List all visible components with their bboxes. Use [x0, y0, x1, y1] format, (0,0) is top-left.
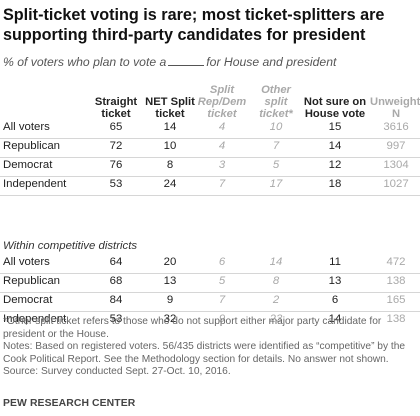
cell-net-split: 8: [166, 159, 174, 171]
cell-not-sure: 14: [328, 140, 342, 152]
cell-other-split: 2: [272, 294, 280, 306]
column-header-not-sure: Not sure on House vote: [303, 96, 367, 120]
notes: *Other split ticket refers to those who …: [3, 316, 417, 379]
cell-not-sure: 18: [328, 178, 342, 190]
cell-straight: 68: [109, 275, 123, 287]
subtitle-suffix: for House and president: [206, 55, 337, 69]
cell-other-split: 7: [272, 140, 280, 152]
cell-rep-dem: 5: [218, 275, 226, 287]
row-label: Democrat: [3, 294, 53, 306]
cell-net-split: 32: [163, 313, 177, 325]
cell-unweighted: 138: [386, 275, 406, 287]
chart-title: Split-ticket voting is rare; most ticket…: [3, 6, 385, 44]
notes-text: Notes: Based on registered voters. 56/43…: [3, 341, 406, 365]
chart-subtitle: % of voters who plan to vote a for House …: [3, 55, 417, 69]
cell-rep-dem: 9: [218, 313, 226, 325]
cell-unweighted: 1304: [383, 159, 409, 171]
column-header-rep-dem: Split Rep/Dem ticket: [197, 84, 247, 120]
column-header-other-split: Other split ticket*: [259, 84, 293, 120]
row-label: Republican: [3, 140, 60, 152]
row-label: Republican: [3, 275, 60, 287]
cell-rep-dem: 6: [218, 256, 226, 268]
cell-net-split: 10: [163, 140, 177, 152]
cell-rep-dem: 4: [218, 140, 226, 152]
cell-not-sure: 15: [328, 121, 342, 133]
cell-not-sure: 13: [328, 275, 342, 287]
cell-other-split: 8: [272, 275, 280, 287]
cell-rep-dem: 4: [218, 121, 226, 133]
cell-unweighted: 997: [386, 140, 406, 152]
cell-other-split: 10: [269, 121, 283, 133]
cell-straight: 84: [109, 294, 123, 306]
cell-unweighted: 165: [386, 294, 406, 306]
source-text: Source: Survey conducted Sept. 27-Oct. 1…: [3, 366, 231, 378]
row-divider: [0, 292, 420, 293]
cell-rep-dem: 3: [218, 159, 226, 171]
cell-unweighted: 472: [386, 256, 406, 268]
row-divider: [0, 176, 420, 177]
row-divider: [0, 157, 420, 158]
cell-not-sure: 12: [328, 159, 342, 171]
column-header-net-split: NET Split ticket: [145, 96, 195, 120]
cell-straight: 72: [109, 140, 123, 152]
subtitle-prefix: % of voters who plan to vote a: [3, 55, 167, 69]
cell-not-sure: 6: [331, 294, 339, 306]
cell-straight: 53: [109, 313, 123, 325]
row-divider: [0, 195, 420, 196]
cell-unweighted: 3616: [383, 121, 409, 133]
cell-straight: 65: [109, 121, 123, 133]
cell-straight: 53: [109, 178, 123, 190]
cell-not-sure: 14: [328, 313, 342, 325]
row-divider: [0, 138, 420, 139]
column-header-unweighted: Unweighted N: [370, 96, 420, 120]
row-divider: [0, 311, 420, 312]
cell-unweighted: 138: [386, 313, 406, 325]
cell-other-split: 23: [269, 313, 283, 325]
cell-net-split: 9: [166, 294, 174, 306]
brand-label: PEW RESEARCH CENTER: [3, 398, 136, 409]
cell-net-split: 20: [163, 256, 177, 268]
cell-other-split: 14: [269, 256, 283, 268]
row-label: All voters: [3, 256, 50, 268]
row-label: Independent: [3, 313, 67, 325]
row-label: Democrat: [3, 159, 53, 171]
column-header-straight: Straight ticket: [94, 96, 138, 120]
cell-rep-dem: 7: [218, 294, 226, 306]
cell-net-split: 24: [163, 178, 177, 190]
row-label: All voters: [3, 121, 50, 133]
cell-net-split: 13: [163, 275, 177, 287]
footnote: *Other split ticket refers to those who …: [3, 316, 382, 340]
cell-not-sure: 11: [329, 256, 341, 268]
cell-other-split: 17: [269, 178, 283, 190]
row-label: Independent: [3, 178, 67, 190]
section-label: Within competitive districts: [3, 240, 138, 252]
cell-net-split: 14: [163, 121, 177, 133]
cell-other-split: 5: [272, 159, 280, 171]
cell-straight: 64: [109, 256, 123, 268]
cell-unweighted: 1027: [383, 178, 409, 190]
cell-straight: 76: [109, 159, 123, 171]
subtitle-blank: [168, 55, 205, 66]
cell-rep-dem: 7: [218, 178, 226, 190]
row-divider: [0, 273, 420, 274]
